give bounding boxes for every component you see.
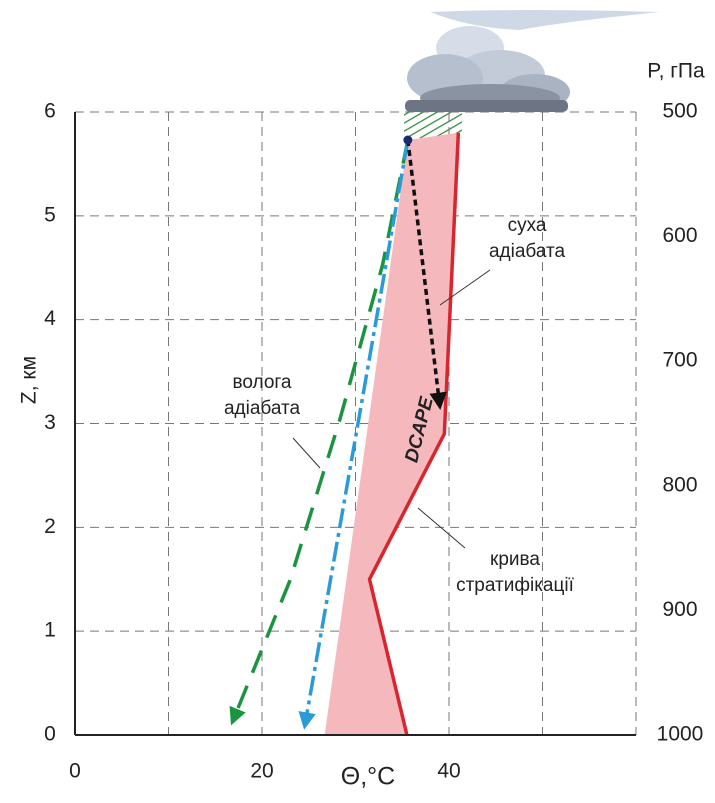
- y-tick-label: 4: [44, 307, 56, 330]
- annotation: крива: [490, 549, 540, 570]
- leader-line: [418, 508, 465, 548]
- annotation: волога: [233, 372, 292, 393]
- annotation: адіабата: [489, 241, 566, 262]
- annotation: адіабата: [224, 398, 301, 419]
- y-tick-label: 6: [44, 100, 56, 123]
- y2-tick-label: 600: [662, 224, 697, 247]
- annotation: суха: [508, 215, 547, 236]
- leader-line: [293, 438, 320, 468]
- chart: DCAPE Z, км Θ,°C P, гПа 0 1 2 3 4 5 6 500 600 700…: [0, 0, 715, 803]
- x-tick-label: 20: [250, 760, 273, 783]
- y2-tick-label: 500: [662, 100, 697, 123]
- y2-axis-label: P, гПа: [647, 60, 705, 83]
- y-tick-label: 2: [44, 515, 56, 538]
- plot: DCAPE: [233, 133, 458, 735]
- y-tick-label: 0: [44, 723, 56, 746]
- x-tick-label: 40: [437, 760, 460, 783]
- x-tick-label: 0: [69, 760, 81, 783]
- cloud: [405, 10, 660, 112]
- page: {"chart_data": {"type": "line", "x_label…: [0, 0, 715, 803]
- y2-tick-label: 700: [662, 349, 697, 372]
- parcel-point: [403, 136, 412, 145]
- y2-tick-label: 1000: [657, 723, 704, 746]
- y-tick-label: 3: [44, 411, 56, 434]
- y2-tick-label: 900: [662, 598, 697, 621]
- y-axis-label: Z, км: [18, 356, 41, 404]
- y-tick-label: 1: [44, 619, 56, 642]
- y-tick-label: 5: [44, 203, 56, 226]
- y2-tick-label: 800: [662, 473, 697, 496]
- annotation: стратифікації: [456, 575, 574, 596]
- x-axis-label: Θ,°C: [341, 763, 395, 791]
